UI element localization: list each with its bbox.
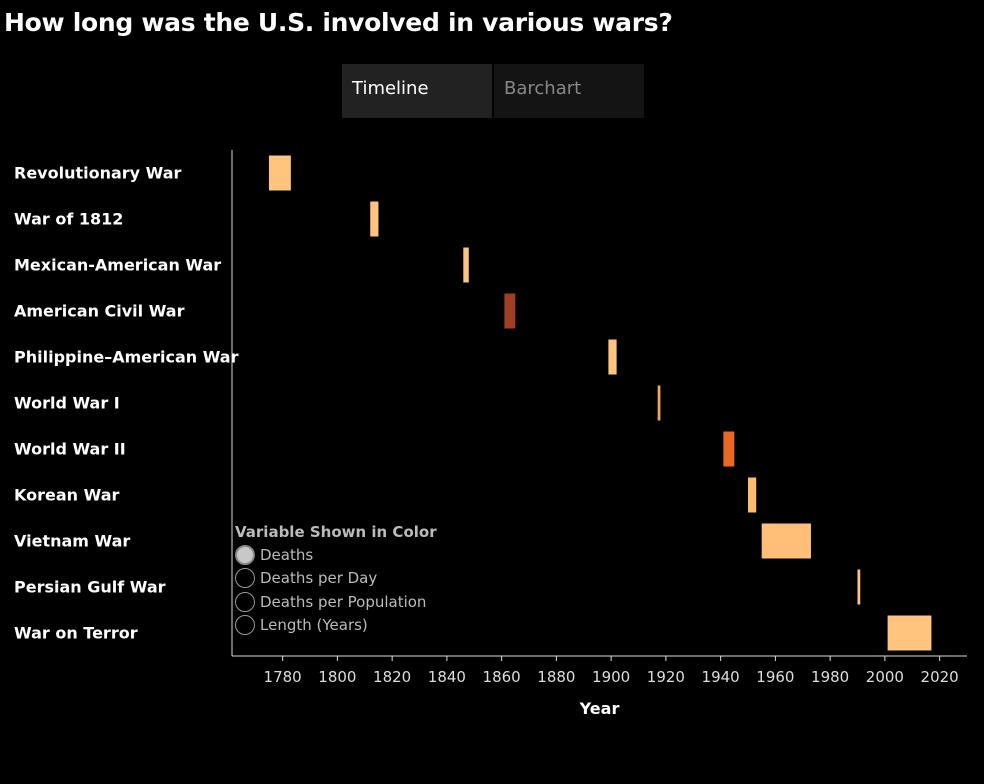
x-tick-label: 1900 xyxy=(592,668,630,686)
war-bar[interactable] xyxy=(857,569,861,605)
row-label: Philippine–American War xyxy=(14,347,239,367)
x-tick-label: 1980 xyxy=(811,668,849,686)
row-label: Korean War xyxy=(14,485,120,505)
x-tick-label: 2020 xyxy=(921,668,959,686)
option-length-years[interactable]: Length (Years) xyxy=(235,614,437,638)
option-deaths-per-day[interactable]: Deaths per Day xyxy=(235,567,437,591)
war-bar[interactable] xyxy=(463,247,469,283)
color-variable-legend: Variable Shown in Color Deaths Deaths pe… xyxy=(235,523,437,637)
option-label: Deaths per Day xyxy=(260,569,378,588)
row-label: World War II xyxy=(14,439,126,459)
x-tick-label: 1940 xyxy=(702,668,740,686)
tab-timeline[interactable]: Timeline xyxy=(342,64,492,118)
option-label: Deaths xyxy=(260,545,314,564)
radio-icon[interactable] xyxy=(235,568,255,589)
x-tick-label: 1960 xyxy=(756,668,794,686)
legend-title: Variable Shown in Color xyxy=(235,523,437,541)
war-bar[interactable] xyxy=(723,431,735,467)
war-bar[interactable] xyxy=(887,615,932,651)
option-label: Deaths per Population xyxy=(260,592,427,611)
row-label: Revolutionary War xyxy=(14,163,182,183)
x-tick-label: 1860 xyxy=(483,668,521,686)
radio-icon[interactable] xyxy=(235,591,255,612)
row-label: World War I xyxy=(14,393,120,413)
radio-icon[interactable] xyxy=(235,615,255,636)
x-tick-label: 1800 xyxy=(318,668,356,686)
row-label: Vietnam War xyxy=(14,531,131,551)
option-label: Length (Years) xyxy=(260,616,368,635)
x-tick-label: 1780 xyxy=(264,668,302,686)
row-label: War on Terror xyxy=(14,623,138,643)
row-label: Persian Gulf War xyxy=(14,577,166,597)
x-axis-title: Year xyxy=(579,699,620,718)
war-bar[interactable] xyxy=(761,523,811,559)
option-deaths-per-population[interactable]: Deaths per Population xyxy=(235,590,437,614)
option-deaths[interactable]: Deaths xyxy=(235,543,437,567)
war-bar[interactable] xyxy=(748,477,757,513)
x-tick-label: 1880 xyxy=(537,668,575,686)
row-label: Mexican-American War xyxy=(14,255,222,275)
x-tick-label: 1820 xyxy=(373,668,411,686)
war-bar[interactable] xyxy=(657,385,661,421)
x-tick-label: 2000 xyxy=(866,668,904,686)
war-bar[interactable] xyxy=(268,155,291,191)
war-bar[interactable] xyxy=(504,293,516,329)
x-tick-label: 1840 xyxy=(428,668,466,686)
page-title: How long was the U.S. involved in variou… xyxy=(4,8,673,37)
radio-icon[interactable] xyxy=(235,544,255,565)
row-label: American Civil War xyxy=(14,301,185,321)
tab-barchart[interactable]: Barchart xyxy=(494,64,644,118)
war-bar[interactable] xyxy=(608,339,617,375)
row-label: War of 1812 xyxy=(14,209,124,229)
war-bar[interactable] xyxy=(370,201,379,237)
x-tick-label: 1920 xyxy=(647,668,685,686)
